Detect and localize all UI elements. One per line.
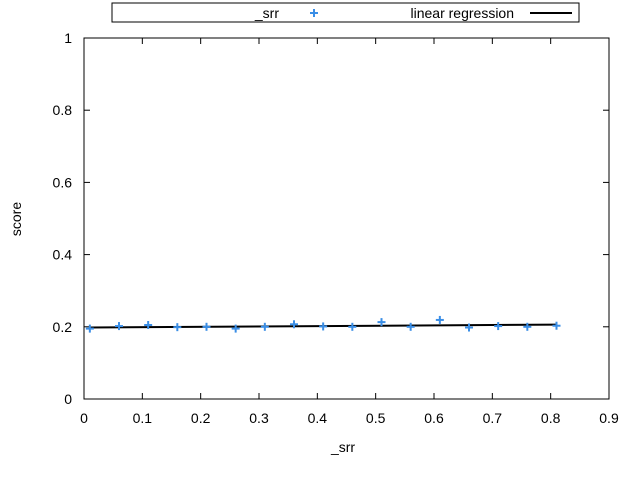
x-tick-label: 0.3 [249, 410, 269, 426]
data-point [290, 320, 298, 329]
data-point [465, 323, 473, 332]
data-point [435, 315, 444, 324]
y-tick-label: 0.8 [53, 102, 73, 118]
legend-plus-marker [310, 9, 318, 17]
data-point [523, 322, 532, 331]
y-axis: 0 0.2 0.4 0.6 0.8 1 [53, 30, 609, 407]
plot-frame [83, 37, 610, 400]
data-point [319, 322, 328, 331]
x-tick-label: 0.5 [366, 410, 386, 426]
data-point [202, 322, 211, 331]
x-tick-label: 0.1 [133, 410, 153, 426]
x-tick-label: 0.8 [541, 410, 561, 426]
legend-box [111, 2, 580, 23]
legend-label-srr: _srr [254, 5, 279, 21]
y-tick-label: 1 [64, 30, 72, 46]
x-tick-label: 0.2 [191, 410, 211, 426]
data-point [552, 321, 561, 330]
data-point [85, 324, 94, 333]
y-tick-label: 0.2 [53, 319, 73, 335]
x-tick-label: 0.7 [483, 410, 503, 426]
x-tick-label: 0.6 [424, 410, 444, 426]
x-tick-label: 0.9 [599, 410, 619, 426]
data-point [260, 322, 269, 331]
data-point [348, 322, 357, 331]
y-tick-label: 0.4 [53, 247, 73, 263]
data-point [494, 322, 503, 331]
points-series [85, 315, 561, 333]
x-tick-label: 0 [80, 410, 88, 426]
data-point [406, 322, 415, 331]
x-axis-label: _srr [330, 439, 355, 455]
legend-label-linear-regression: linear regression [411, 5, 515, 21]
legend-marker-srr [310, 9, 318, 17]
data-point [377, 318, 386, 327]
y-tick-label: 0.6 [53, 174, 73, 190]
data-point [144, 320, 153, 329]
data-point [173, 323, 182, 332]
x-axis: 0 0.1 0.2 0.3 0.4 0.5 0.6 0.7 0.8 0.9 [80, 38, 619, 426]
x-tick-label: 0.4 [308, 410, 328, 426]
y-tick-label: 0 [64, 391, 72, 407]
data-point [115, 322, 123, 331]
y-axis-label: score [8, 202, 24, 236]
data-point [231, 324, 240, 333]
